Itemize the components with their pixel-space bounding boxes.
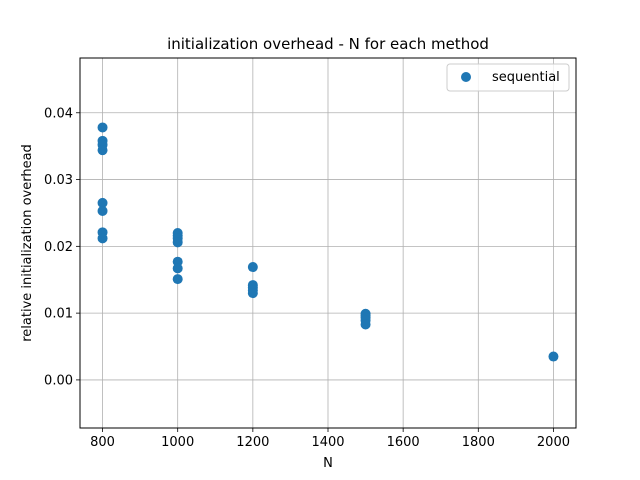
y-tick-label: 0.04: [44, 106, 73, 121]
data-point: [548, 351, 559, 362]
data-point: [247, 262, 258, 273]
x-tick-label: 2000: [537, 435, 570, 450]
x-tick-label: 800: [90, 435, 115, 450]
x-tick-label: 1600: [387, 435, 420, 450]
x-tick-label: 1400: [311, 435, 344, 450]
data-point: [360, 319, 371, 330]
data-point: [97, 233, 108, 244]
data-point: [172, 263, 183, 274]
y-tick-label: 0.00: [44, 373, 73, 388]
data-point: [247, 288, 258, 299]
data-points: [97, 122, 559, 362]
legend: sequential: [446, 63, 570, 92]
chart-title: initialization overhead - N for each met…: [167, 35, 489, 53]
y-tick-label: 0.02: [44, 240, 73, 255]
data-point: [172, 237, 183, 248]
legend-marker: [461, 72, 471, 82]
y-axis-ticks: 0.00 0.01 0.02 0.03 0.04: [44, 106, 80, 388]
legend-box: [446, 63, 570, 92]
legend-label-sequential: sequential: [492, 70, 560, 85]
y-tick-label: 0.03: [44, 173, 73, 188]
x-tick-label: 1200: [236, 435, 269, 450]
grid: [80, 58, 576, 428]
data-point: [97, 122, 108, 133]
x-axis-label: N: [323, 456, 333, 471]
data-point: [97, 145, 108, 156]
data-point: [97, 197, 108, 208]
x-tick-label: 1000: [161, 435, 194, 450]
y-axis-label: relative initialization overhead: [20, 144, 35, 342]
data-point: [97, 205, 108, 216]
x-tick-label: 1800: [462, 435, 495, 450]
data-point: [172, 274, 183, 285]
y-tick-label: 0.01: [44, 307, 73, 322]
x-axis-ticks: 800 1000 1200 1400 1600 1800 2000: [90, 428, 570, 450]
